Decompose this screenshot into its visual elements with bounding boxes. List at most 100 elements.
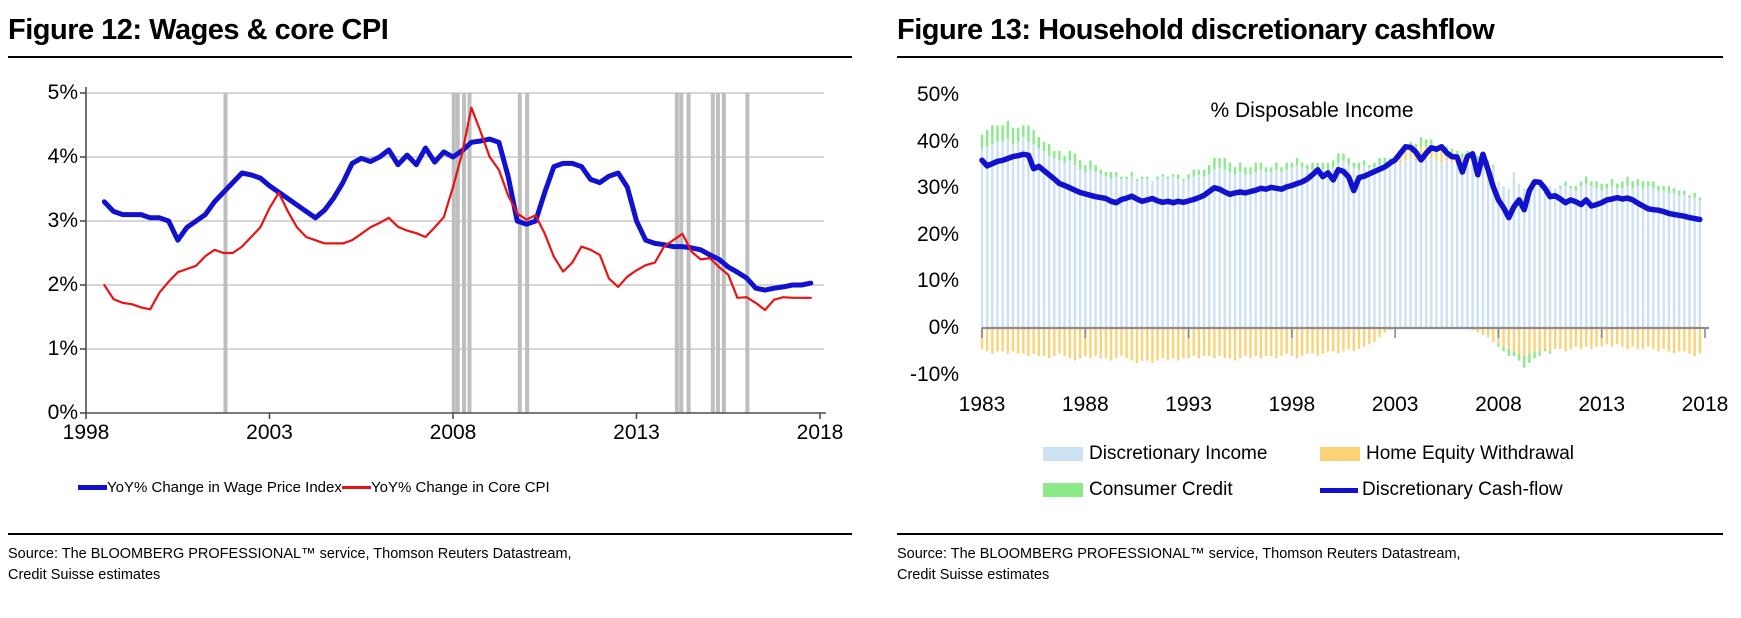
income-bar <box>1461 160 1464 328</box>
income-bar <box>1078 169 1082 328</box>
legend-item-core-cpi: YoY% Change in Core CPI <box>342 479 550 496</box>
credit-bar <box>991 125 994 145</box>
income-bar <box>1579 185 1583 328</box>
hew-bar <box>1197 328 1201 359</box>
credit-bar <box>1461 153 1464 159</box>
credit-bar <box>1523 355 1526 368</box>
income-bar <box>1430 158 1433 328</box>
income-bar <box>1125 178 1128 328</box>
y-tick-label: 0% <box>47 401 78 424</box>
hew-bar <box>1636 328 1640 349</box>
hew-bar <box>1657 328 1660 352</box>
credit-bar <box>1011 127 1015 145</box>
hew-bar <box>1027 328 1030 356</box>
credit-bar <box>1698 197 1702 200</box>
income-bar <box>1631 188 1634 328</box>
income-bar <box>1316 167 1319 328</box>
hew-bar <box>1321 328 1325 354</box>
hew-bar <box>1641 328 1645 349</box>
hew-bar <box>1683 328 1686 352</box>
hew-bar <box>1094 328 1097 356</box>
hew-bar <box>1037 328 1041 356</box>
income-bar <box>1440 162 1443 328</box>
income-bar <box>1115 176 1118 328</box>
hew-bar <box>1316 328 1319 356</box>
event-band <box>462 93 467 413</box>
legend-item-wage-price-index: YoY% Change in Wage Price Index <box>78 479 342 496</box>
core-cpi-legend-label: YoY% Change in Core CPI <box>371 479 550 496</box>
hew-bar <box>1244 328 1247 356</box>
source-line-1: Source: The BLOOMBERG PROFESSIONAL™ serv… <box>8 546 572 562</box>
hew-bar <box>1435 151 1438 161</box>
income-bar <box>1259 169 1263 328</box>
hew-bar <box>1120 328 1123 356</box>
income-bar <box>1652 188 1655 328</box>
income-bar <box>1605 188 1609 328</box>
hew-bar <box>1646 328 1650 347</box>
income-bar <box>1146 178 1149 328</box>
hew-bar <box>1579 328 1583 349</box>
income-bar <box>1383 162 1387 328</box>
event-band <box>455 93 460 413</box>
credit-bar <box>1063 155 1066 163</box>
hew-bar <box>1409 146 1412 159</box>
income-bar <box>1151 181 1154 328</box>
credit-bar <box>1295 158 1299 166</box>
hew-bar <box>985 328 989 352</box>
income-bar <box>1585 183 1588 328</box>
income-bar <box>985 146 989 328</box>
credit-bar <box>1652 181 1655 189</box>
hew-bar <box>1352 328 1356 352</box>
credit-bar <box>1120 176 1123 179</box>
discretionary-income-legend-label: Discretionary Income <box>1089 443 1268 464</box>
income-bar <box>1517 183 1521 328</box>
credit-bar <box>1368 165 1371 168</box>
hew-bar <box>1233 328 1237 361</box>
credit-bar <box>1326 162 1330 172</box>
figure-13-legend: Discretionary Income Home Equity Withdra… <box>897 443 1723 507</box>
income-bar <box>1600 190 1603 328</box>
income-bar <box>1135 181 1139 328</box>
income-bar <box>1239 171 1242 328</box>
income-bar <box>1352 167 1356 328</box>
income-bar <box>1099 174 1102 328</box>
income-bar <box>1559 188 1562 328</box>
credit-bar <box>1631 181 1634 189</box>
income-bar <box>1089 169 1092 328</box>
income-bar <box>1285 169 1288 328</box>
hew-bar <box>1269 328 1273 356</box>
hew-bar <box>1001 328 1004 352</box>
figure-12-chart <box>80 87 826 419</box>
credit-bar <box>1078 160 1082 170</box>
hew-bar <box>1146 328 1149 361</box>
y-tick-label: 20% <box>916 222 959 246</box>
y-tick-label: 5% <box>47 81 78 104</box>
income-bar <box>1275 169 1278 328</box>
hew-bar <box>1481 328 1485 335</box>
credit-bar <box>1202 169 1206 177</box>
credit-bar <box>1533 351 1536 359</box>
source-line-2: Credit Suisse estimates <box>897 567 1050 583</box>
hew-bar <box>1543 328 1547 349</box>
hew-bar <box>1471 328 1474 331</box>
event-band <box>467 93 472 413</box>
credit-bar <box>1383 158 1387 163</box>
credit-bar <box>1239 162 1242 172</box>
y-tick-label: 2% <box>47 273 78 296</box>
hew-bar <box>1533 328 1536 352</box>
credit-bar <box>1657 185 1660 191</box>
income-bar <box>1073 165 1077 328</box>
income-bar <box>1208 174 1211 328</box>
hew-bar <box>1362 328 1366 347</box>
credit-bar <box>1037 137 1041 149</box>
hew-bar <box>1218 328 1221 356</box>
income-bar <box>1373 167 1376 328</box>
y-tick-label: 1% <box>47 337 78 360</box>
credit-bar <box>980 134 984 149</box>
income-bar <box>1109 178 1113 328</box>
income-bar <box>1068 160 1071 328</box>
hew-bar <box>1677 328 1681 352</box>
legend-item-discretionary-cashflow: Discretionary Cash-flow <box>1320 479 1563 501</box>
source-line-2: Credit Suisse estimates <box>8 567 161 583</box>
income-bar <box>1337 162 1340 328</box>
